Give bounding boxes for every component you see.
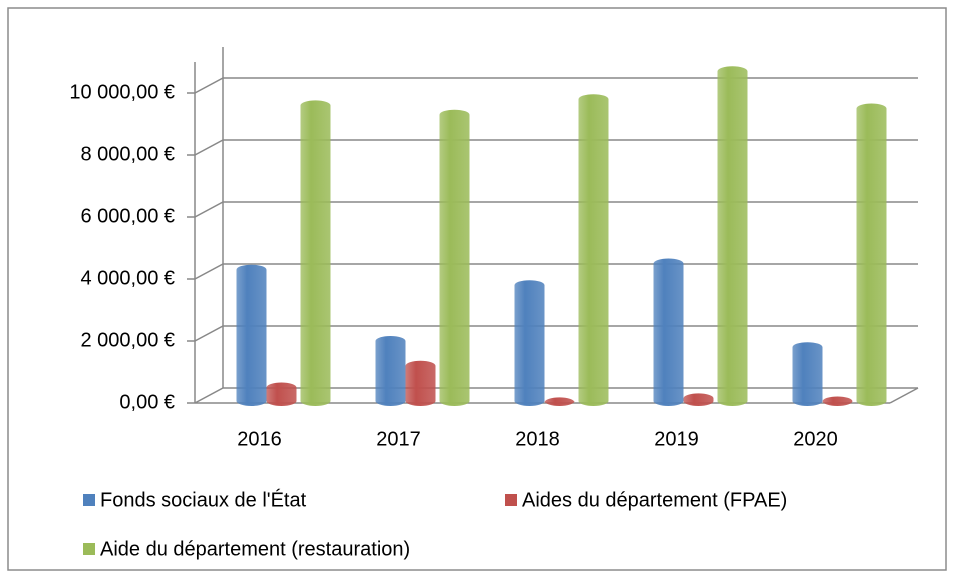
x-tick-label: 2018 xyxy=(515,428,560,450)
bar xyxy=(792,342,823,407)
bar xyxy=(856,103,887,407)
legend-swatch xyxy=(505,494,517,506)
bar xyxy=(653,258,684,407)
chart-border xyxy=(7,7,947,571)
bar xyxy=(405,360,436,407)
x-tick-label: 2019 xyxy=(654,428,699,450)
legend-label: Aide du département (restauration) xyxy=(100,538,410,560)
y-tick-label: 8 000,00 € xyxy=(80,143,175,165)
bar xyxy=(375,336,406,407)
grid-line xyxy=(194,263,918,280)
bar xyxy=(544,397,575,407)
bar xyxy=(514,280,545,407)
grid-line xyxy=(194,387,918,404)
y-tick-label: 2 000,00 € xyxy=(80,329,175,351)
bar xyxy=(578,94,609,407)
grid-line xyxy=(194,139,918,156)
bar xyxy=(822,396,853,407)
y-tick-label: 0,00 € xyxy=(119,391,175,413)
y-tick-label: 6 000,00 € xyxy=(80,205,175,227)
grid-line xyxy=(194,325,918,342)
legend-label: Fonds sociaux de l'État xyxy=(100,488,307,511)
y-tick-label: 4 000,00 € xyxy=(80,267,175,289)
grid-line xyxy=(194,77,918,94)
floor-edge xyxy=(889,387,919,404)
x-tick-label: 2016 xyxy=(237,428,282,450)
bar xyxy=(683,393,714,407)
y-tick-label: 10 000,00 € xyxy=(69,81,175,103)
bar xyxy=(439,109,470,407)
legend-swatch xyxy=(83,543,95,555)
grid-line xyxy=(194,201,918,218)
bar xyxy=(266,382,297,407)
legend-swatch xyxy=(83,494,95,506)
bar xyxy=(236,264,267,407)
x-tick-label: 2017 xyxy=(376,428,421,450)
bar xyxy=(300,100,331,407)
legend-label: Aides du département (FPAE) xyxy=(522,489,787,511)
x-tick-label: 2020 xyxy=(793,428,838,450)
bar xyxy=(717,66,748,407)
